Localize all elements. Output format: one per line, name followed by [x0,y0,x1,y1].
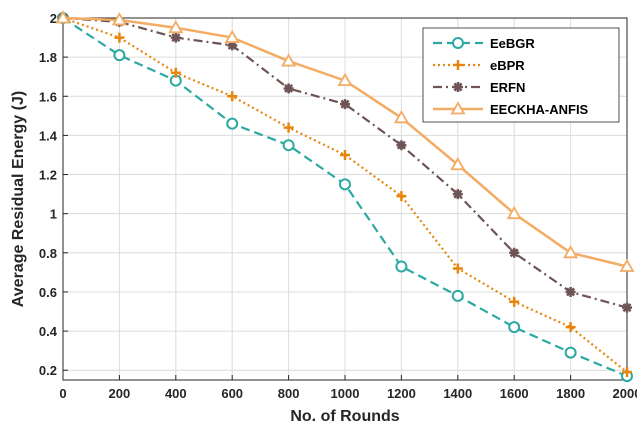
legend-marker [453,82,463,92]
y-tick-label: 0.2 [39,363,57,378]
legend-marker [453,60,463,70]
series-layer [55,10,635,383]
x-tick-label: 0 [59,386,66,401]
data-point [114,32,125,43]
data-point [565,286,576,297]
data-point [226,117,239,130]
y-tick-label: 1.8 [39,50,57,65]
data-point [227,40,238,51]
data-point [113,49,126,62]
y-tick-label: 0.6 [39,285,57,300]
y-tick-label: 2 [50,11,57,26]
data-point [563,244,579,259]
data-point [452,263,463,274]
data-point [452,189,463,200]
x-tick-label: 1400 [443,386,472,401]
legend-label: eBPR [490,58,525,73]
legend-label: ERFN [490,80,525,95]
y-axis-label: Average Residual Energy (J) [10,91,27,307]
series-eeckha-anfis [55,10,635,272]
legend-label: EECKHA-ANFIS [490,102,589,117]
data-point [622,302,632,313]
y-tick-label: 1.2 [39,168,57,183]
data-point [55,10,71,24]
data-point [393,109,409,124]
data-point [451,289,464,302]
data-point [340,99,350,110]
data-point [506,205,522,220]
x-tick-label: 200 [109,386,131,401]
data-point [283,122,294,133]
series-eebgr [57,12,633,383]
x-tick-label: 1800 [556,386,585,401]
data-point [168,19,184,34]
data-point [281,53,297,67]
data-point [509,247,520,258]
legend-label: EeBGR [490,36,535,51]
y-tick-label: 0.4 [39,324,58,339]
data-point [396,191,407,202]
data-point [224,29,240,43]
data-point [170,32,181,43]
x-tick-label: 600 [221,386,243,401]
legend-marker [452,37,464,49]
x-tick-label: 1200 [387,386,416,401]
data-point [339,178,351,191]
data-point [170,67,181,78]
y-tick-label: 0.8 [39,246,57,261]
x-tick-label: 400 [165,386,187,401]
data-point [283,83,294,94]
data-point [450,156,466,171]
data-point [227,91,238,102]
data-point [619,258,635,272]
data-point [509,296,520,307]
data-point [395,260,408,273]
x-axis-label: No. of Rounds [290,408,399,425]
y-tick-label: 1.4 [39,128,58,143]
data-point [340,149,350,160]
data-point [282,139,295,152]
data-point [337,72,353,87]
data-point [622,367,632,378]
legend: EeBGR eBPR ERFN EECKHA-ANFIS [422,27,620,123]
data-point [508,321,521,334]
data-point [564,346,577,359]
x-tick-label: 1000 [331,386,360,401]
y-tick-label: 1 [50,207,57,222]
data-point [396,140,407,151]
y-axis-ticks: 0.2 0.4 0.6 0.8 1 1.2 1.4 1.6 1.8 2 [39,11,68,378]
x-tick-label: 1600 [500,386,529,401]
data-point [565,322,576,333]
data-point [111,12,127,26]
legend-marker [450,101,466,115]
y-tick-label: 1.6 [39,89,57,104]
series-line [62,16,628,309]
x-tick-label: 800 [278,386,300,401]
